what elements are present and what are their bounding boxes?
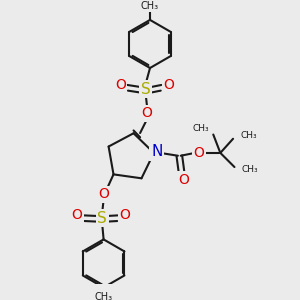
Text: O: O <box>178 173 189 187</box>
Text: CH₃: CH₃ <box>192 124 209 134</box>
Text: O: O <box>142 106 153 120</box>
Text: O: O <box>163 78 174 92</box>
Text: O: O <box>71 208 82 222</box>
Text: CH₃: CH₃ <box>242 165 258 174</box>
Text: N: N <box>151 144 162 159</box>
Text: CH₃: CH₃ <box>240 131 257 140</box>
Text: CH₃: CH₃ <box>141 1 159 11</box>
Text: S: S <box>141 82 151 97</box>
Text: S: S <box>97 211 107 226</box>
Text: O: O <box>119 208 130 222</box>
Text: CH₃: CH₃ <box>94 292 113 300</box>
Text: O: O <box>98 187 109 201</box>
Text: O: O <box>115 78 126 92</box>
Text: O: O <box>194 146 205 160</box>
